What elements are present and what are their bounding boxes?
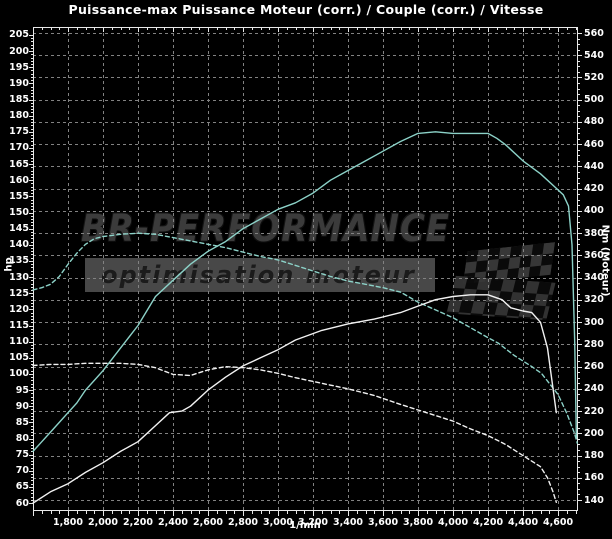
left-axis-label: 60 [15,497,29,509]
left-axis-label: 200 [9,45,29,57]
x-axis-label: 2,800 [227,517,259,528]
left-axis-label: 100 [9,368,29,380]
left-axis-label: 115 [9,320,29,332]
x-axis-title: 1/min [289,520,321,531]
chart-title: Puissance-max Puissance Moteur (corr.) /… [68,2,544,17]
right-axis-label: 240 [584,383,604,395]
plot-area: BR-PERFORMANCE optimisation moteur [29,27,582,516]
left-axis-label: 155 [9,190,29,202]
left-axis-label: 95 [15,384,29,396]
dyno-plot-canvas [29,27,582,516]
left-axis-label: 170 [9,142,29,154]
right-axis-label: 300 [584,316,604,328]
x-axis-label: 3,000 [262,517,294,528]
x-axis-label: 4,600 [543,517,574,528]
left-axis-label: 120 [9,303,29,315]
left-axis-label: 105 [9,352,29,364]
right-axis-label: 500 [584,94,604,106]
plot-border [33,27,578,511]
right-axis-label: 460 [584,138,604,150]
right-axis-label: 420 [584,183,604,195]
left-axis-label: 160 [9,174,29,186]
x-axis-label: 1,800 [52,517,84,528]
left-axis-label: 205 [9,29,29,41]
curve-1-dashed [32,232,578,444]
x-axis-label: 2,200 [122,517,154,528]
right-axis-label: 520 [584,71,604,83]
right-axis-label: 200 [584,427,604,439]
x-axis-label: 4,200 [473,517,504,528]
left-axis-label: 80 [15,433,29,445]
axis-ticks [29,27,582,516]
left-axis-label: 180 [9,110,29,122]
x-axis-label: 2,000 [87,517,119,528]
x-axis-label: 2,400 [157,517,189,528]
x-axis-label: 3,800 [403,517,434,528]
left-axis-label: 90 [15,400,29,412]
left-axis-label: 70 [15,465,29,477]
right-axis-label: 340 [584,272,604,284]
right-axis-label: 280 [584,338,604,350]
left-axis-label: 150 [9,207,29,218]
left-axis-label: 110 [9,336,29,348]
left-axis-label: 175 [9,126,29,138]
left-axis-label: 125 [9,287,29,299]
right-axis-label: 160 [584,472,604,484]
x-axis-label: 3,200 [297,517,329,528]
left-axis-label: 165 [9,158,29,170]
right-axis-label: 480 [584,116,604,128]
right-axis-label: 220 [584,405,604,417]
right-axis-label: 440 [584,160,604,172]
right-axis-label: 560 [584,27,604,39]
left-axis-label: 85 [15,416,29,428]
curve-2-solid [32,294,557,504]
left-axis-label: 140 [9,239,29,251]
watermark-slogan-band: optimisation moteur [85,258,435,292]
left-axis-label: 195 [9,61,29,73]
x-axis-label: 3,400 [332,517,364,528]
left-axis-label: 65 [15,481,29,493]
x-axis-label: 3,600 [368,517,399,528]
left-axis-title: hp [3,257,15,272]
x-axis-label: 2,600 [192,517,224,528]
right-axis-title: Nm (Moteur) [599,224,611,297]
curve-0-solid [32,131,578,453]
right-axis-label: 360 [584,249,604,261]
right-axis-label: 140 [584,494,604,506]
left-axis-label: 145 [9,223,29,235]
right-axis-label: 400 [584,205,604,217]
left-axis-label: 75 [15,449,29,461]
x-axis-label: 4,400 [508,517,539,528]
left-axis-label: 190 [9,77,29,89]
left-axis-label: 135 [9,255,29,267]
left-axis-label: 185 [9,94,29,105]
watermark-brand-text: BR-PERFORMANCE [81,207,450,250]
right-axis-label: 380 [584,227,604,239]
left-axis-label: 130 [9,271,29,283]
right-axis-label: 540 [584,49,604,61]
x-axis-label: 4,000 [438,517,469,528]
right-axis-label: 320 [584,294,604,306]
right-axis-label: 180 [584,450,604,462]
right-axis-label: 260 [584,361,604,373]
curve-3-dashed [32,362,557,503]
